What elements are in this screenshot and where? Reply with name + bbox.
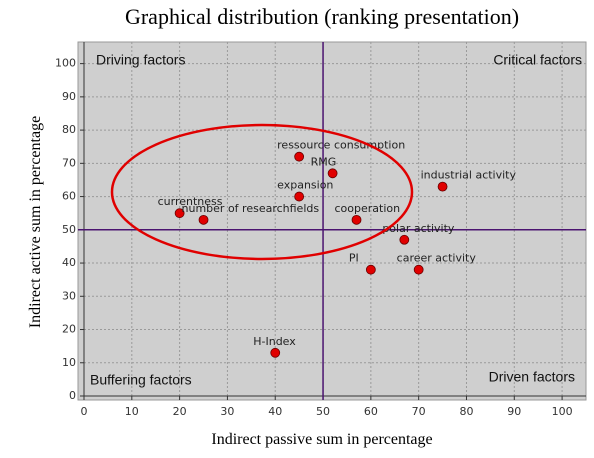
x-tick-label: 40 [268, 405, 282, 418]
point-label: industrial activity [421, 169, 517, 182]
point [174, 208, 185, 219]
x-tick-label: 30 [220, 405, 234, 418]
y-tick-label: 30 [62, 289, 76, 302]
x-tick-label: 20 [173, 405, 187, 418]
point-label: expansion [277, 179, 333, 192]
y-axis-label: Indirect active sum in percentage [27, 116, 44, 328]
point [399, 234, 410, 245]
point-label: currentness [158, 195, 223, 208]
point-label: number of researchfields [182, 202, 320, 215]
point-label: ressource consumption [277, 139, 405, 152]
y-tick-label: 90 [62, 90, 76, 103]
point [270, 347, 281, 358]
y-tick-label: 10 [62, 356, 76, 369]
quadrant-label: Driven factors [489, 369, 575, 385]
x-tick-label: 50 [316, 405, 330, 418]
x-tick-label: 70 [412, 405, 426, 418]
point [437, 181, 448, 192]
point [294, 191, 305, 202]
point [351, 214, 362, 225]
x-tick-label: 100 [552, 405, 573, 418]
y-tick-label: 40 [62, 256, 76, 269]
point-label: RMG [311, 155, 337, 168]
x-tick-label: 60 [364, 405, 378, 418]
point-label: cooperation [335, 202, 401, 215]
point [365, 264, 376, 275]
y-tick-label: 60 [62, 190, 76, 203]
y-tick-label: 50 [62, 223, 76, 236]
x-axis-label: Indirect passive sum in percentage [211, 431, 432, 448]
y-tick-label: 80 [62, 123, 76, 136]
point-label: PI [349, 252, 359, 265]
point-label: H-Index [253, 335, 296, 348]
highlight-ellipse [110, 123, 414, 261]
point-label: polar activity [382, 222, 455, 235]
y-tick-label: 70 [62, 156, 76, 169]
y-tick-label: 20 [62, 323, 76, 336]
quadrant-label: Driving factors [96, 52, 185, 68]
x-tick-label: 90 [507, 405, 521, 418]
x-tick-label: 10 [125, 405, 139, 418]
y-tick-label: 0 [69, 389, 76, 402]
point [294, 151, 305, 162]
x-tick-label: 0 [81, 405, 88, 418]
point [413, 264, 424, 275]
point-label: career activity [397, 252, 477, 265]
quadrant-label: Critical factors [493, 52, 582, 68]
point [327, 168, 338, 179]
quadrant-label: Buffering factors [90, 372, 192, 388]
chart-title: Graphical distribution (ranking presenta… [125, 4, 519, 29]
plot-area [77, 41, 587, 401]
x-tick-label: 80 [459, 405, 473, 418]
point [198, 214, 209, 225]
y-tick-label: 100 [55, 57, 76, 70]
